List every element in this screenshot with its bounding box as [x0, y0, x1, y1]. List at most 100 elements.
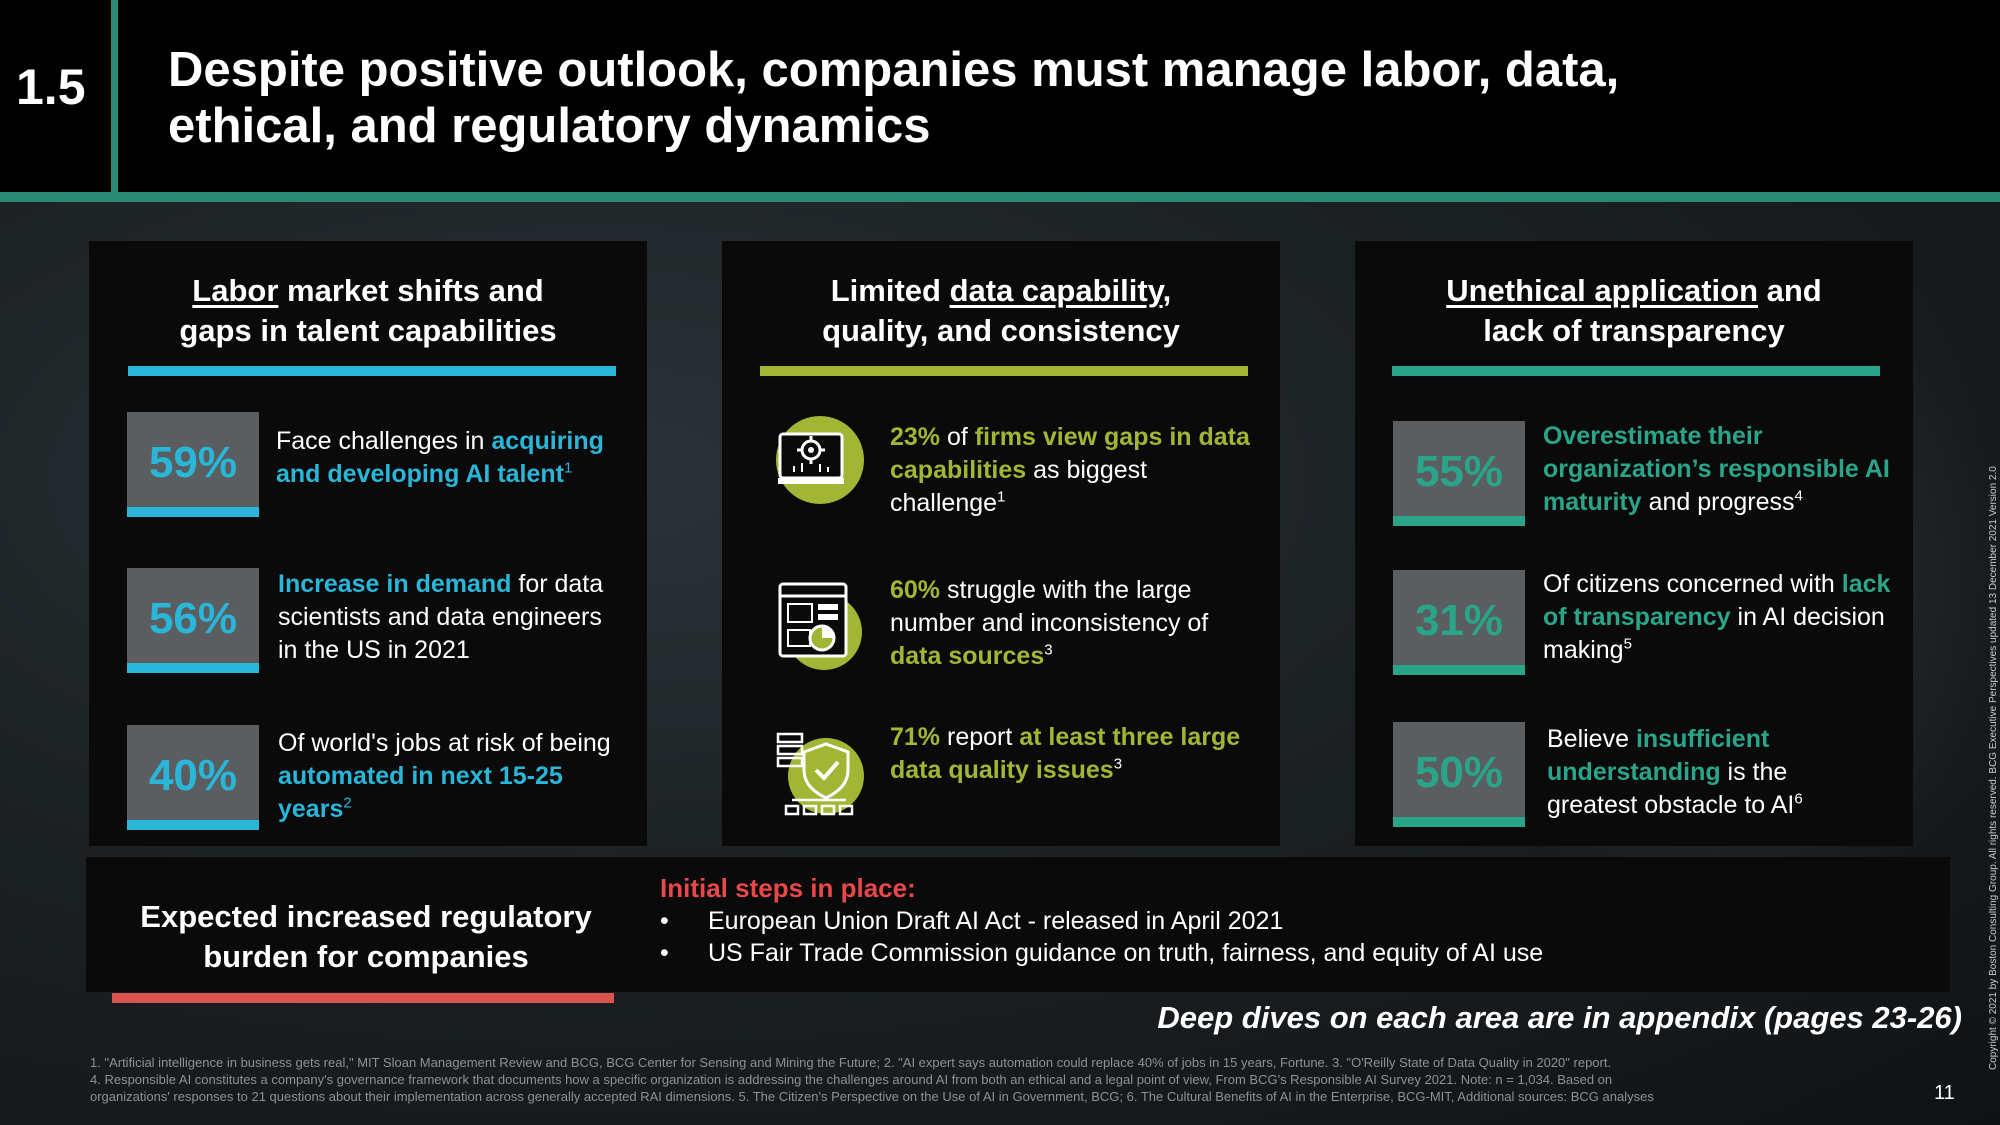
header-rule — [0, 192, 2000, 202]
item-text-pre: struggle with the large number and incon… — [890, 576, 1209, 637]
data-panel: Limited data capability, quality, and co… — [722, 241, 1280, 846]
labor-panel: Labor market shifts and gaps in talent c… — [89, 241, 647, 846]
item-text-highlight: data sources — [890, 642, 1045, 670]
data-title-rule — [760, 366, 1248, 376]
stat-value: 55% — [1414, 447, 1504, 496]
data-item-text: 60% struggle with the large number and i… — [890, 574, 1260, 673]
data-title-post: , — [1162, 273, 1172, 308]
stat-value: 40% — [148, 751, 238, 800]
regulatory-title-rule — [112, 993, 614, 1003]
stat-text-highlight: Overestimate their organization’s respon… — [1543, 422, 1890, 516]
stat-bar — [127, 820, 259, 830]
labor-panel-title: Labor market shifts and gaps in talent c… — [89, 271, 647, 351]
stat-bar — [1393, 817, 1525, 827]
regulatory-item-text: US Fair Trade Commission guidance on tru… — [708, 939, 1544, 967]
stat-bar — [127, 507, 259, 517]
data-item-text: 23% of firms view gaps in data capabilit… — [890, 421, 1260, 520]
stat-value: 31% — [1414, 596, 1504, 645]
stat-text-highlight: insufficient understanding — [1547, 725, 1770, 786]
stat-value: 59% — [148, 438, 238, 487]
stat-bar — [127, 663, 259, 673]
ethics-stat-box: 50% — [1393, 722, 1525, 827]
ethics-title-underlined: Unethical application — [1446, 273, 1759, 308]
ethics-panel-title: Unethical application and lack of transp… — [1355, 271, 1913, 351]
ethics-title-line2: lack of transparency — [1483, 313, 1785, 348]
item-text-pre: report — [940, 723, 1020, 751]
stat-text-pre: Face challenges in — [276, 427, 492, 455]
item-text-post: as biggest challenge — [890, 456, 1148, 517]
stat-text-highlight: acquiring and developing AI talent — [276, 427, 604, 488]
data-title-pre: Limited — [830, 273, 950, 308]
labor-title-underlined: Labor — [192, 273, 279, 308]
footnotes: 1. "Artificial intelligence in business … — [90, 1054, 1890, 1105]
ethics-stat-text: Believe insufficient understanding is th… — [1547, 723, 1867, 822]
item-value: 71% — [890, 723, 941, 751]
ethics-stat-text: Of citizens concerned with lack of trans… — [1543, 568, 1898, 667]
labor-title-rest: market shifts and — [278, 273, 544, 308]
item-value: 60% — [890, 576, 941, 604]
stat-text-pre: Of world's jobs at risk of being — [278, 729, 611, 757]
stat-text-highlight: Increase in demand — [278, 570, 512, 598]
copyright-notice: Copyright © 2021 by Boston Consulting Gr… — [1988, 466, 1999, 1070]
dashboard-chart-icon — [772, 576, 868, 672]
stat-text-post: for data scientists and data engineers i… — [278, 570, 604, 664]
footnote-ref: 6 — [1794, 790, 1803, 808]
stat-text-pre: Believe — [1547, 725, 1636, 753]
stat-text-post: and progress — [1641, 488, 1795, 516]
data-panel-title: Limited data capability, quality, and co… — [722, 271, 1280, 351]
ethics-stat-text: Overestimate their organization’s respon… — [1543, 420, 1898, 519]
footnote-ref: 5 — [1623, 635, 1632, 653]
ethics-title-rest: and — [1758, 273, 1822, 308]
stat-text-post: is the greatest obstacle to AI — [1547, 758, 1795, 819]
labor-title-rule — [128, 366, 616, 376]
stat-text-post: in AI decision making — [1543, 603, 1885, 664]
labor-title-line2: gaps in talent capabilities — [179, 313, 557, 348]
footnote-line: 1. "Artificial intelligence in business … — [90, 1055, 1612, 1070]
ethics-stat-box: 55% — [1393, 421, 1525, 526]
labor-stat-box: 40% — [127, 725, 259, 830]
regulatory-item: • US Fair Trade Commission guidance on tr… — [660, 939, 1543, 968]
regulatory-panel: Expected increased regulatory burden for… — [86, 857, 1950, 992]
labor-stat-box: 56% — [127, 568, 259, 673]
database-shield-icon — [772, 726, 868, 822]
data-item-text: 71% report at least three large data qua… — [890, 721, 1260, 787]
bullet: • — [660, 939, 669, 967]
deep-dive-note: Deep dives on each area are in appendix … — [1157, 1000, 1962, 1035]
ethics-panel: Unethical application and lack of transp… — [1355, 241, 1913, 846]
header-divider — [111, 0, 118, 192]
footnote-ref: 1 — [564, 459, 573, 477]
stat-text-highlight: automated in next 15-25 years — [278, 762, 563, 823]
ethics-title-rule — [1392, 366, 1880, 376]
item-text-highlight: at least three large data quality issues — [890, 723, 1241, 784]
stat-value: 56% — [148, 594, 238, 643]
footnote-ref: 3 — [1044, 641, 1053, 659]
footnote-ref: 4 — [1794, 487, 1803, 505]
ethics-stat-box: 31% — [1393, 570, 1525, 675]
regulatory-title: Expected increased regulatory burden for… — [140, 899, 592, 974]
data-title-line2: quality, and consistency — [822, 313, 1180, 348]
labor-stat-text: Of world's jobs at risk of being automat… — [278, 727, 618, 826]
stat-value: 50% — [1414, 748, 1504, 797]
stat-bar — [1393, 516, 1525, 526]
section-number: 1.5 — [16, 59, 86, 115]
footnote-line: 4. Responsible AI constitutes a company'… — [90, 1072, 1613, 1087]
monitor-gear-icon — [772, 412, 868, 508]
labor-stat-box: 59% — [127, 412, 259, 517]
stat-text-highlight: lack of transparency — [1543, 570, 1891, 631]
footnote-ref: 1 — [997, 488, 1006, 506]
footnote-line: organizations' responses to 21 questions… — [90, 1089, 1654, 1104]
page-number: 11 — [1934, 1082, 1955, 1104]
slide-title: Despite positive outlook, companies must… — [168, 43, 1620, 153]
data-title-underlined: data capability — [949, 273, 1163, 308]
item-text-highlight: firms view gaps in data capabilities — [890, 423, 1250, 484]
footnote-ref: 3 — [1113, 755, 1123, 773]
labor-stat-text: Increase in demand for data scientists a… — [278, 568, 618, 667]
bullet: • — [660, 907, 669, 935]
regulatory-item-text: European Union Draft AI Act - released i… — [708, 907, 1284, 935]
labor-stat-text: Face challenges in acquiring and develop… — [276, 425, 626, 491]
stat-bar — [1393, 665, 1525, 675]
stat-text-pre: Of citizens concerned with — [1543, 570, 1842, 598]
item-text-pre: of — [940, 423, 975, 451]
regulatory-item: • European Union Draft AI Act - released … — [660, 907, 1283, 936]
slide-header: 1.5 Despite positive outlook, companies … — [0, 0, 2000, 192]
